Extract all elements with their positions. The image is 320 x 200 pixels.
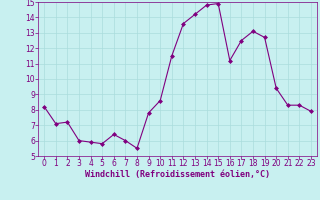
X-axis label: Windchill (Refroidissement éolien,°C): Windchill (Refroidissement éolien,°C) [85,170,270,179]
